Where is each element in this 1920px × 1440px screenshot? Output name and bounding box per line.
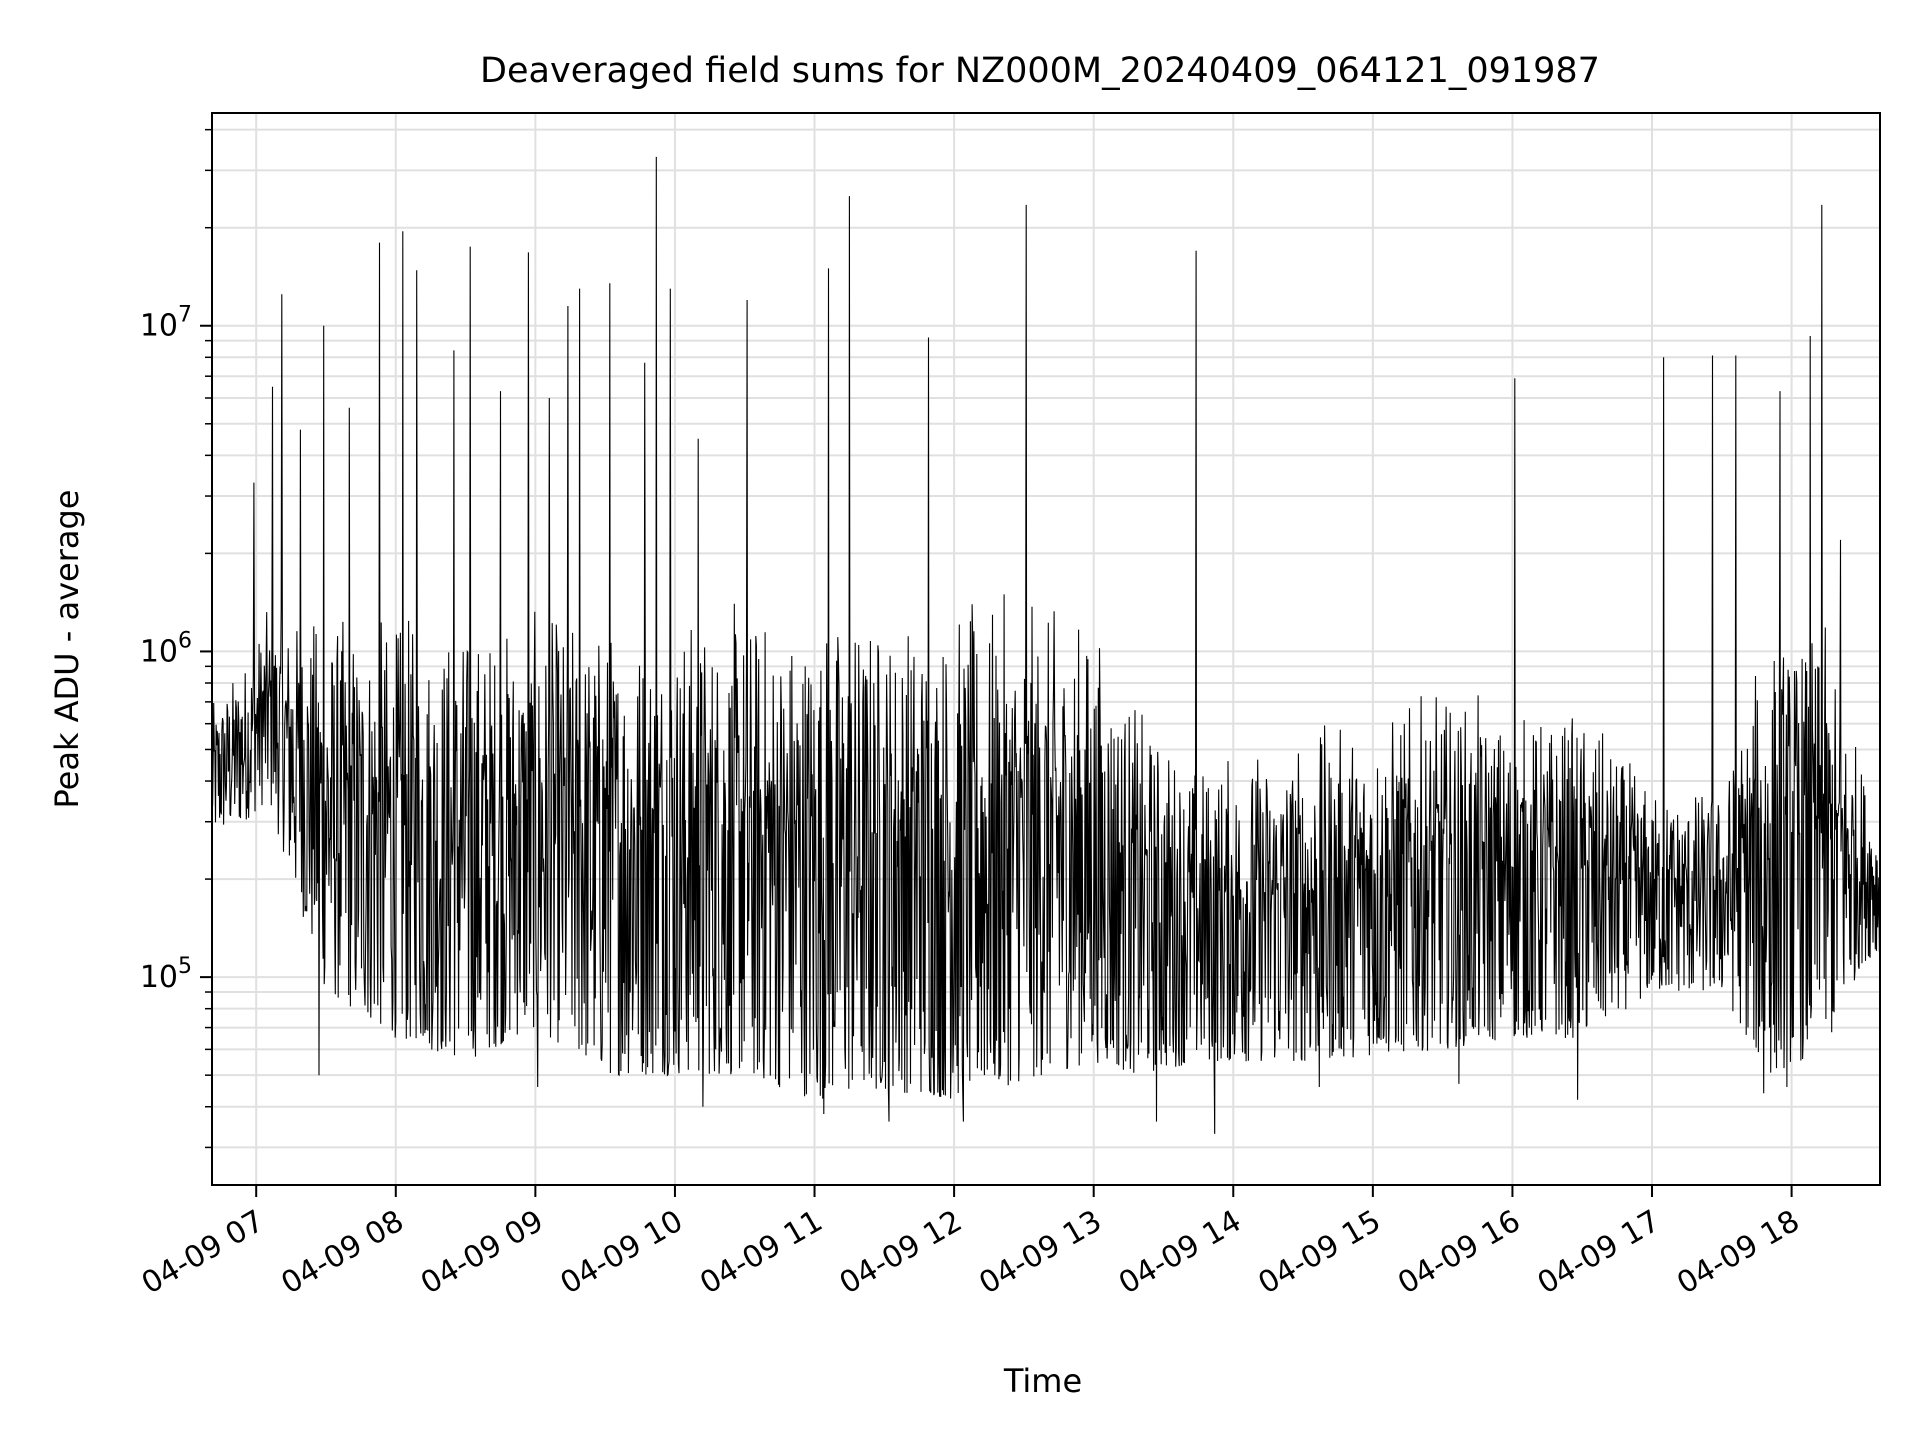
y-axis: 105 106 107 [140, 128, 212, 1149]
x-axis-label: Time [1003, 1362, 1082, 1400]
y-tick-label: 107 [140, 303, 192, 344]
y-tick-label: 105 [140, 954, 192, 995]
grid [212, 113, 1880, 1185]
series-line [212, 156, 1880, 1134]
chart-title: Deaveraged field sums for NZ000M_2024040… [480, 51, 1600, 91]
y-axis-label: Peak ADU - average [48, 490, 86, 809]
y-tick-label: 106 [140, 628, 192, 669]
plot-frame [211, 112, 1881, 1186]
